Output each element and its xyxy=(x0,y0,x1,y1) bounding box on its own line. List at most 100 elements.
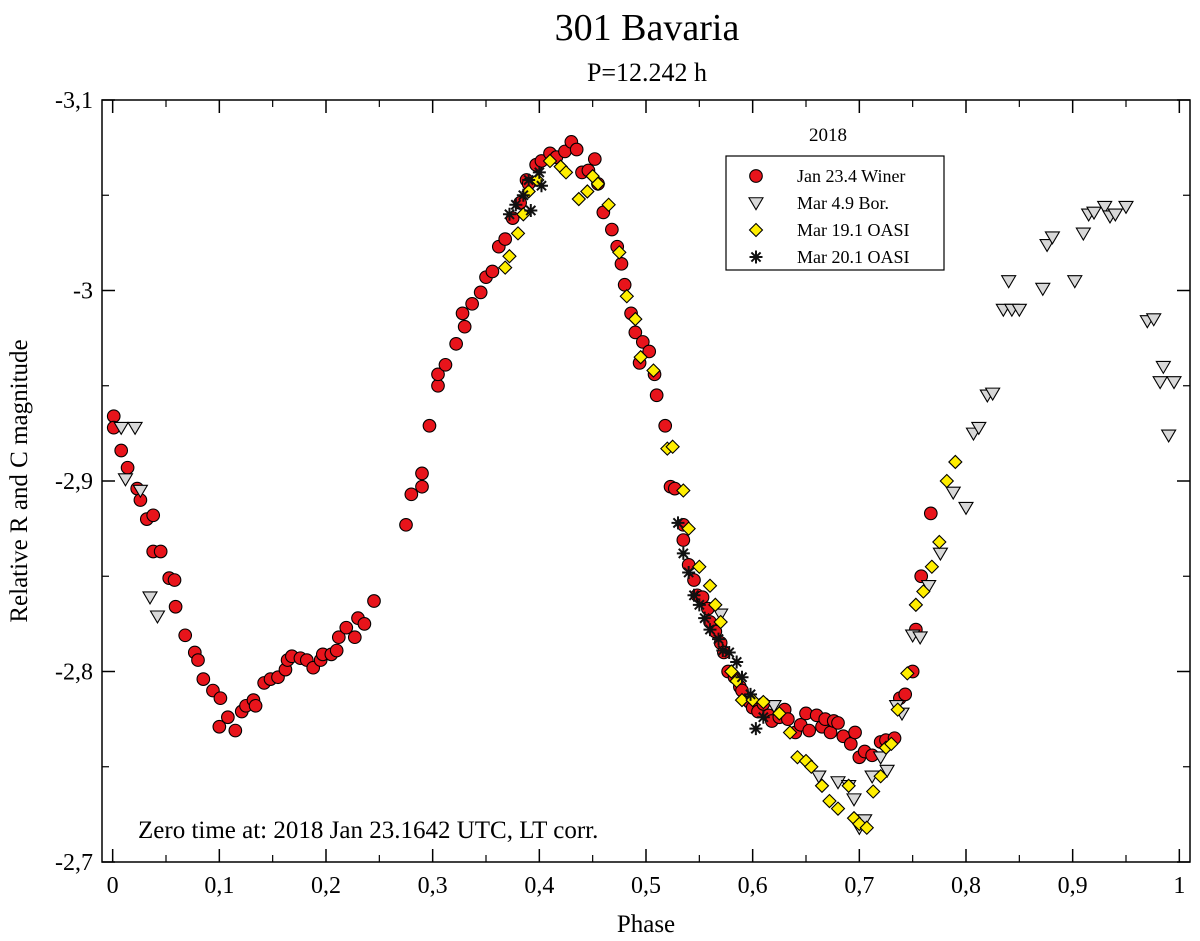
data-point xyxy=(676,533,691,547)
data-point xyxy=(628,311,643,327)
data-point xyxy=(587,152,602,166)
x-tick-label: 0,8 xyxy=(951,873,981,899)
data-point xyxy=(890,702,906,717)
data-point xyxy=(1086,206,1102,221)
data-point xyxy=(642,344,657,359)
data-point xyxy=(114,443,129,458)
legend-label-4: Mar 20.1 OASI xyxy=(797,247,910,267)
data-point xyxy=(735,670,749,684)
y-tick-label: -2,8 xyxy=(55,660,93,686)
data-point xyxy=(614,256,629,271)
data-point xyxy=(945,486,962,501)
data-point xyxy=(431,367,445,382)
legend-label-2: Mar 4.9 Bor. xyxy=(797,193,889,213)
data-point xyxy=(127,421,144,436)
data-point xyxy=(916,584,931,599)
y-tick-label: -3,1 xyxy=(55,88,93,114)
data-point xyxy=(558,165,574,180)
data-point xyxy=(248,698,263,713)
data-point xyxy=(399,517,413,532)
data-point xyxy=(923,506,938,521)
data-point xyxy=(633,349,648,365)
data-point xyxy=(841,778,856,794)
data-point xyxy=(984,387,1001,402)
data-point xyxy=(692,559,707,575)
data-point xyxy=(756,694,771,710)
chart-subtitle: P=12.242 h xyxy=(587,58,707,87)
data-point xyxy=(781,712,795,726)
y-tick-label: -2,7 xyxy=(55,850,93,876)
data-point xyxy=(646,363,661,378)
data-point xyxy=(415,466,429,481)
legend: 2018 Jan 23.4 Winer Mar 4.9 Bor. Mar 19.1 … xyxy=(725,125,945,271)
data-point xyxy=(830,801,846,816)
data-point xyxy=(601,197,616,213)
data-point xyxy=(113,421,130,436)
data-point xyxy=(1152,376,1169,390)
data-point xyxy=(449,336,463,351)
data-point xyxy=(932,534,947,550)
data-point xyxy=(524,203,538,217)
data-point xyxy=(846,793,862,807)
data-point xyxy=(431,378,445,393)
data-point xyxy=(473,285,488,300)
data-point xyxy=(106,409,121,424)
data-point xyxy=(534,179,548,193)
legend-marker-3 xyxy=(748,222,764,238)
data-point xyxy=(357,617,372,631)
series-1 xyxy=(106,135,938,765)
data-point xyxy=(703,623,717,637)
data-point xyxy=(196,672,211,686)
data-point xyxy=(635,335,650,349)
data-point xyxy=(142,591,158,605)
data-point xyxy=(213,691,228,706)
data-point xyxy=(367,594,381,608)
data-point xyxy=(865,784,881,799)
data-point xyxy=(692,598,706,612)
data-point xyxy=(168,599,183,614)
data-point xyxy=(676,483,691,498)
data-point xyxy=(1166,376,1182,390)
data-point xyxy=(948,454,963,470)
data-point xyxy=(178,628,193,643)
legend-marker-4 xyxy=(749,250,763,264)
data-point xyxy=(682,565,696,579)
data-point xyxy=(649,388,664,403)
data-point xyxy=(1096,200,1113,215)
data-point xyxy=(455,306,470,321)
data-point xyxy=(1044,231,1061,245)
data-point xyxy=(665,439,680,454)
data-point xyxy=(149,610,166,624)
data-point xyxy=(859,820,875,835)
data-point xyxy=(228,723,243,738)
data-point xyxy=(908,597,924,613)
data-point xyxy=(676,546,690,560)
data-point xyxy=(932,547,949,562)
data-point xyxy=(619,288,635,304)
data-point xyxy=(1039,238,1056,253)
data-point xyxy=(497,260,513,275)
data-point xyxy=(485,264,500,279)
series-4 xyxy=(502,165,770,736)
plot-area xyxy=(101,99,1191,863)
data-point xyxy=(612,245,627,260)
data-point xyxy=(730,655,744,669)
data-point xyxy=(465,296,479,311)
data-point xyxy=(1118,200,1134,215)
data-point xyxy=(924,559,940,575)
data-point xyxy=(1000,275,1017,289)
x-tick-label: 0,9 xyxy=(1058,873,1088,899)
data-point xyxy=(698,611,712,625)
data-point xyxy=(970,421,987,436)
data-point xyxy=(569,142,584,157)
data-point xyxy=(329,643,344,658)
legend-label-3: Mar 19.1 OASI xyxy=(797,220,910,240)
data-point xyxy=(843,737,858,751)
data-point xyxy=(1066,275,1083,289)
chart-title: 301 Bavaria xyxy=(555,7,740,49)
y-axis-label: Relative R and C magnitude xyxy=(6,339,33,622)
data-point xyxy=(822,793,837,809)
data-point xyxy=(766,699,782,714)
data-point xyxy=(532,165,546,179)
